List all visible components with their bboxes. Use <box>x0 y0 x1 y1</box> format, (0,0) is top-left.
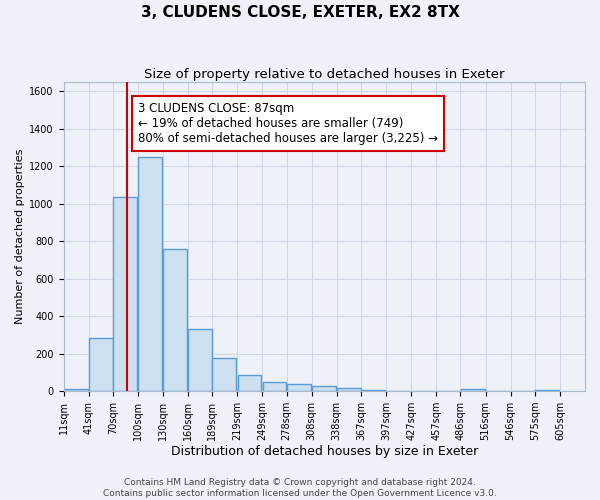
X-axis label: Distribution of detached houses by size in Exeter: Distribution of detached houses by size … <box>170 444 478 458</box>
Bar <box>312 386 336 391</box>
Bar <box>337 388 361 391</box>
Bar <box>188 329 212 391</box>
Text: 3, CLUDENS CLOSE, EXETER, EX2 8TX: 3, CLUDENS CLOSE, EXETER, EX2 8TX <box>140 5 460 20</box>
Bar <box>163 248 187 391</box>
Bar <box>461 389 485 391</box>
Bar <box>287 384 311 391</box>
Y-axis label: Number of detached properties: Number of detached properties <box>15 148 25 324</box>
Bar <box>138 156 162 391</box>
Title: Size of property relative to detached houses in Exeter: Size of property relative to detached ho… <box>144 68 505 80</box>
Bar <box>263 382 286 391</box>
Bar <box>238 375 262 391</box>
Text: 3 CLUDENS CLOSE: 87sqm
← 19% of detached houses are smaller (749)
80% of semi-de: 3 CLUDENS CLOSE: 87sqm ← 19% of detached… <box>138 102 438 146</box>
Bar <box>361 390 385 391</box>
Bar <box>89 338 113 391</box>
Text: Contains HM Land Registry data © Crown copyright and database right 2024.
Contai: Contains HM Land Registry data © Crown c… <box>103 478 497 498</box>
Bar <box>212 358 236 391</box>
Bar <box>113 197 137 391</box>
Bar <box>535 390 559 391</box>
Bar <box>64 389 88 391</box>
